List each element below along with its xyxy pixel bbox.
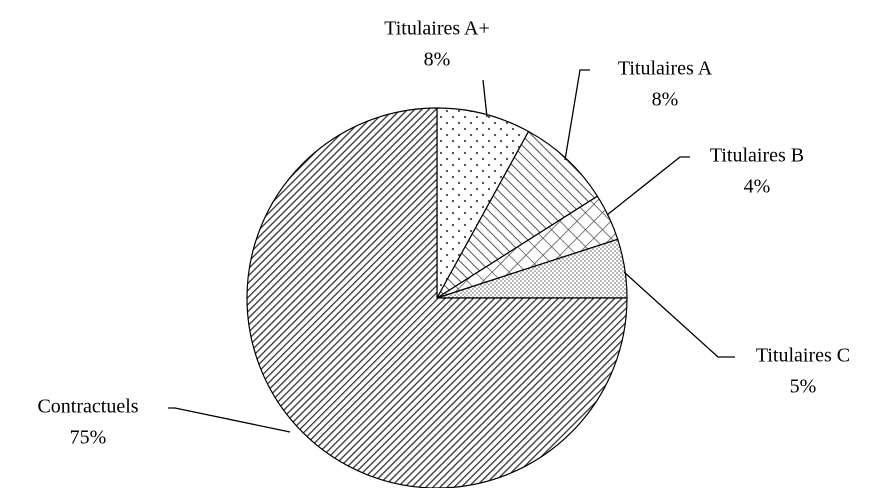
leader-line	[564, 69, 590, 161]
slice-label: Titulaires A	[618, 58, 713, 80]
leader-line	[623, 271, 735, 358]
pie-slice	[436, 130, 599, 299]
slice-value-label: 4%	[744, 176, 771, 198]
pie-slice	[436, 107, 530, 299]
slice-label: Titulaires C	[756, 345, 850, 367]
slice-value-label: 8%	[424, 49, 451, 71]
pie-slice	[246, 107, 628, 488]
slice-value-label: 8%	[652, 89, 679, 111]
slice-label: Titulaires B	[710, 145, 804, 167]
leader-line	[482, 79, 488, 118]
leader-line	[606, 156, 690, 216]
slice-value-label: 5%	[790, 376, 817, 398]
slice-label: Titulaires A+	[384, 18, 490, 40]
slice-label: Contractuels	[37, 396, 138, 418]
slice-value-label: 75%	[70, 427, 107, 449]
leader-line	[168, 407, 291, 433]
